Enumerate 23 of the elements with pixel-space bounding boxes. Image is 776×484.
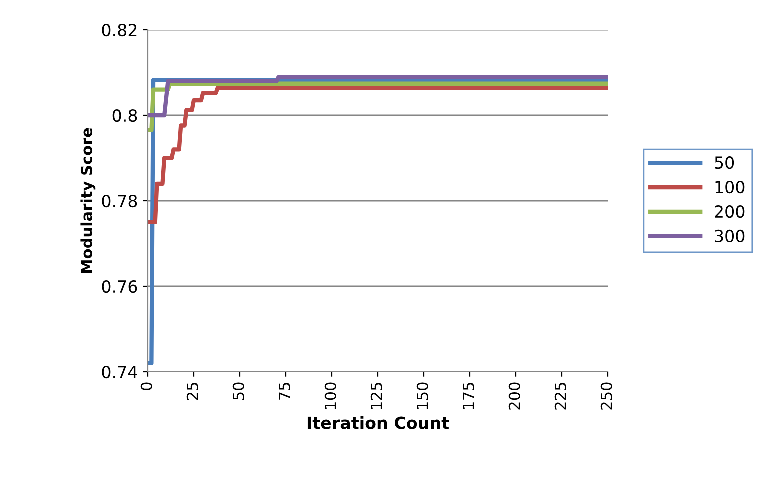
x-tick-label: 125 bbox=[370, 383, 382, 410]
y-tick-label: 0.8 bbox=[112, 109, 138, 122]
y-tick-label: 0.78 bbox=[102, 194, 138, 208]
x-tick-label: 0 bbox=[140, 382, 152, 390]
y-tick-label: 0.76 bbox=[102, 280, 138, 294]
legend-label: 100 bbox=[716, 180, 745, 194]
x-tick-label: 150 bbox=[416, 382, 428, 410]
y-tick-label: 0.82 bbox=[102, 24, 137, 37]
x-tick-label: 250 bbox=[600, 382, 612, 410]
legend-label: 50 bbox=[715, 156, 734, 170]
legend-label: 200 bbox=[715, 205, 745, 218]
x-tick-label: 200 bbox=[508, 382, 520, 410]
x-tick-label: 175 bbox=[463, 383, 474, 410]
x-tick-label: 50 bbox=[232, 382, 244, 400]
x-axis-title: Iteration Count bbox=[308, 416, 450, 430]
line-series bbox=[148, 86, 608, 224]
x-tick-label: 100 bbox=[324, 382, 336, 410]
legend-label: 300 bbox=[715, 230, 745, 243]
x-tick-label: 225 bbox=[554, 383, 566, 410]
y-tick-label: 0.74 bbox=[102, 366, 138, 379]
x-tick-label: 75 bbox=[279, 383, 290, 400]
y-axis-title: Modularity Score bbox=[80, 128, 96, 274]
x-tick-label: 25 bbox=[186, 383, 198, 400]
